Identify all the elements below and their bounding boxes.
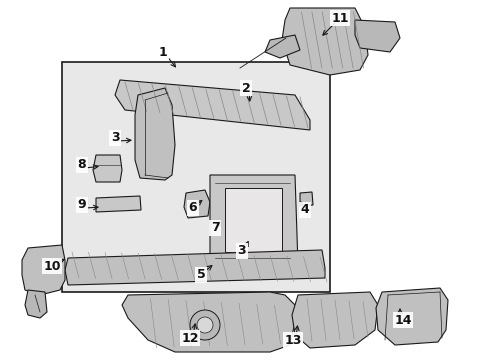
Text: 12: 12 (181, 332, 198, 345)
Text: 9: 9 (78, 198, 86, 211)
Polygon shape (354, 20, 399, 52)
Polygon shape (122, 292, 297, 352)
Polygon shape (209, 175, 297, 265)
Text: 8: 8 (78, 158, 86, 171)
Polygon shape (224, 188, 282, 252)
Polygon shape (375, 288, 447, 345)
Polygon shape (282, 8, 367, 75)
Polygon shape (299, 192, 312, 206)
Polygon shape (135, 88, 175, 180)
Text: 7: 7 (210, 221, 219, 234)
Circle shape (190, 310, 220, 340)
Text: 6: 6 (188, 202, 197, 215)
Circle shape (197, 317, 213, 333)
Polygon shape (264, 35, 299, 58)
Text: 14: 14 (393, 314, 411, 327)
Text: 5: 5 (196, 269, 205, 282)
Polygon shape (65, 250, 325, 285)
Text: 2: 2 (241, 81, 250, 94)
Polygon shape (96, 196, 141, 212)
Text: 10: 10 (43, 260, 61, 273)
Polygon shape (93, 155, 122, 182)
Text: 3: 3 (110, 131, 119, 144)
Bar (62, 62, 329, 292)
Text: 4: 4 (300, 203, 309, 216)
Text: 3: 3 (237, 244, 246, 257)
Polygon shape (25, 290, 47, 318)
Polygon shape (22, 245, 65, 295)
Text: 1: 1 (158, 45, 167, 58)
Polygon shape (115, 80, 309, 130)
Polygon shape (291, 292, 377, 348)
Polygon shape (183, 190, 209, 218)
Text: 11: 11 (330, 12, 348, 24)
Text: 13: 13 (284, 333, 301, 346)
